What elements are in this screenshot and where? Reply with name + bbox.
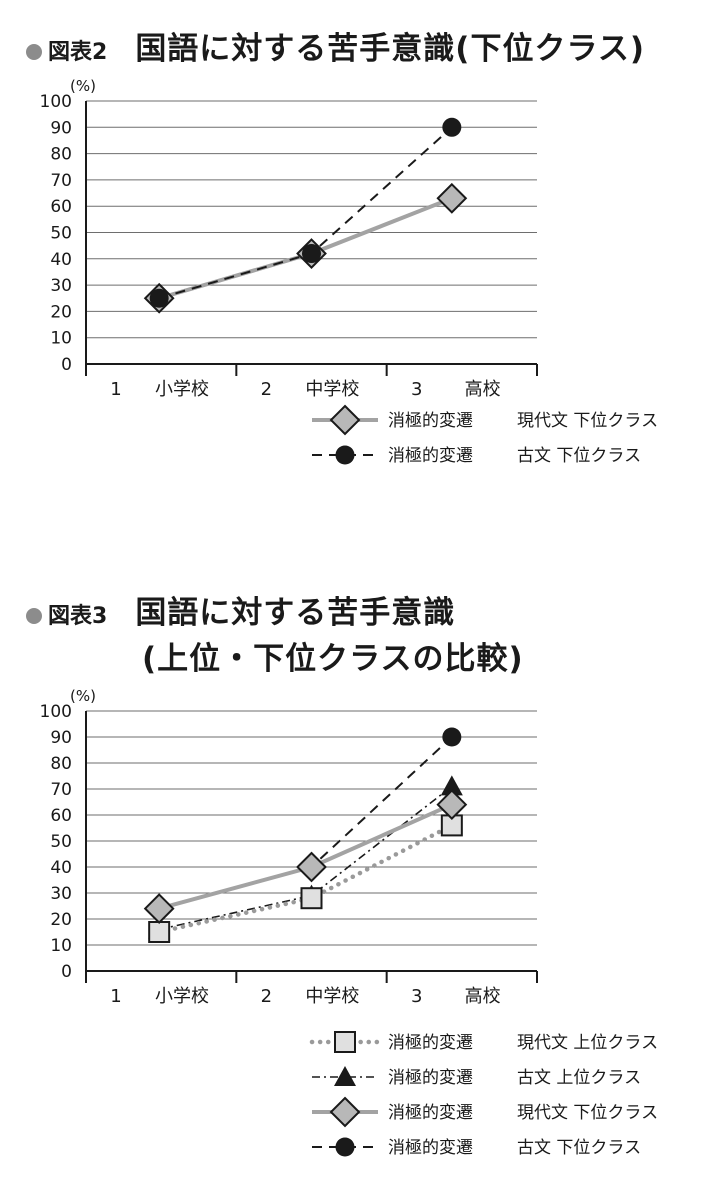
y-tick-label: 0 <box>61 962 72 982</box>
data-point <box>440 775 463 796</box>
y-tick-label: 40 <box>50 250 72 270</box>
bullet-icon <box>26 608 42 624</box>
legend-marker <box>335 445 355 465</box>
x-tick-label: 中学校 <box>305 379 359 400</box>
y-tick-label: 20 <box>50 910 72 930</box>
y-unit-label: (%) <box>70 687 96 705</box>
y-tick-label: 90 <box>50 728 72 748</box>
x-tick-number: 3 <box>411 379 422 400</box>
figure3-chart: 0 10 20 30 40 50 60 70 80 90 100(%) 1 小学校 2 中学校 3 高校消極的変… <box>40 687 659 1158</box>
legend-marker <box>335 1137 355 1157</box>
data-point <box>442 727 462 747</box>
y-tick-label: 100 <box>40 92 72 112</box>
bullet-icon <box>26 44 42 60</box>
y-tick-label: 10 <box>50 329 72 349</box>
legend-prefix: 消極的変遷 <box>388 1103 473 1123</box>
data-point <box>442 117 462 137</box>
legend-label: 現代文 上位クラス <box>517 1033 658 1053</box>
data-point <box>300 887 323 910</box>
data-point <box>436 182 468 214</box>
figure3-label: 図表3 <box>48 604 108 629</box>
figure3-subtitle-row: (上位・下位クラスの比較) <box>142 636 524 682</box>
y-tick-label: 20 <box>50 302 72 322</box>
legend-label: 古文 下位クラス <box>517 1138 641 1158</box>
x-tick-number: 1 <box>110 379 121 400</box>
legend-prefix: 消極的変遷 <box>388 411 473 431</box>
x-tick-number: 2 <box>261 986 272 1007</box>
x-tick-label: 小学校 <box>155 379 209 400</box>
legend-prefix: 消極的変遷 <box>388 446 473 466</box>
legend-label: 古文 上位クラス <box>517 1068 641 1088</box>
x-tick-label: 高校 <box>465 379 501 400</box>
figure3-title: 国語に対する苦手意識 <box>135 595 456 631</box>
data-point <box>436 789 468 821</box>
y-tick-label: 10 <box>50 936 72 956</box>
data-point <box>149 288 169 308</box>
legend-marker <box>329 404 361 436</box>
y-tick-label: 30 <box>50 276 72 296</box>
y-tick-label: 60 <box>50 806 72 826</box>
data-point <box>148 921 171 943</box>
x-tick-label: 小学校 <box>155 986 209 1007</box>
data-point <box>143 893 175 925</box>
x-tick-number: 3 <box>411 986 422 1007</box>
y-tick-label: 70 <box>50 780 72 800</box>
legend-marker <box>334 1066 356 1086</box>
y-tick-label: 50 <box>50 832 72 852</box>
figure2-label: 図表2 <box>48 40 108 65</box>
legend-prefix: 消極的変遷 <box>388 1068 473 1088</box>
figure3-header: 図表3 国語に対する苦手意識 <box>26 590 455 636</box>
y-tick-label: 0 <box>61 355 72 375</box>
figure2-title: 国語に対する苦手意識(下位クラス) <box>135 31 646 67</box>
x-tick-number: 1 <box>110 986 121 1007</box>
y-tick-label: 100 <box>40 702 72 722</box>
legend-label: 現代文 下位クラス <box>517 411 658 431</box>
legend-marker <box>334 1031 356 1053</box>
y-tick-label: 70 <box>50 171 72 191</box>
legend-label: 現代文 下位クラス <box>517 1103 658 1123</box>
y-tick-label: 50 <box>50 224 72 244</box>
figure2-chart: 0 10 20 30 40 50 60 70 80 90 100(%) 1 小学校 2 中学校 3 高校消極的変… <box>40 77 659 466</box>
legend-prefix: 消極的変遷 <box>388 1033 473 1053</box>
data-point <box>302 244 321 264</box>
x-tick-label: 高校 <box>465 986 501 1007</box>
figure3-subtitle: (上位・下位クラスの比較) <box>142 641 524 677</box>
legend-marker <box>329 1096 361 1128</box>
y-unit-label: (%) <box>70 77 96 95</box>
series-line <box>158 126 453 300</box>
y-tick-label: 40 <box>50 858 72 878</box>
legend-label: 古文 下位クラス <box>517 446 641 466</box>
y-tick-label: 80 <box>50 145 72 165</box>
x-tick-label: 中学校 <box>305 986 359 1007</box>
legend-prefix: 消極的変遷 <box>388 1138 473 1158</box>
y-tick-label: 80 <box>50 754 72 774</box>
figure2-header: 図表2 国語に対する苦手意識(下位クラス) <box>26 26 645 72</box>
data-point <box>296 851 327 883</box>
y-tick-label: 30 <box>50 884 72 904</box>
y-tick-label: 90 <box>50 118 72 138</box>
x-tick-number: 2 <box>261 379 272 400</box>
y-tick-label: 60 <box>50 197 72 217</box>
